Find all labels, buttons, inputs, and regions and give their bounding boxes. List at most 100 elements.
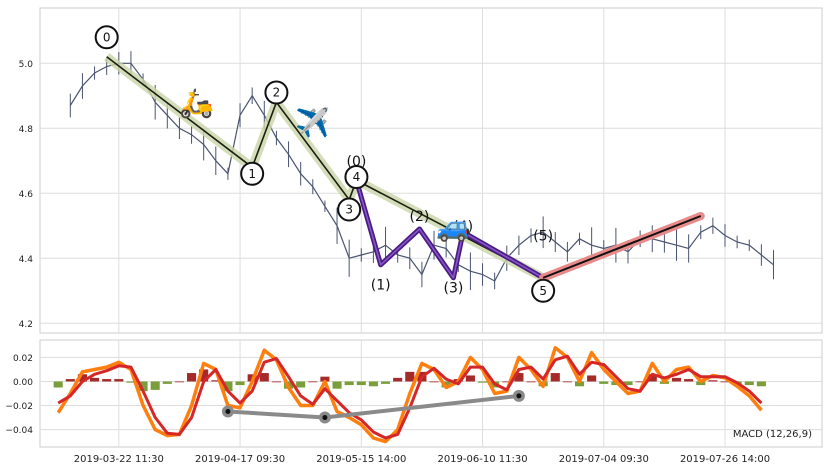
macd-histogram-bar: [102, 379, 112, 382]
car-icon: 🚙: [436, 210, 471, 243]
macd-y-tick-label: 0.00: [13, 378, 33, 388]
macd-histogram-bar: [114, 379, 124, 382]
major-wave-label: 2: [273, 86, 281, 100]
macd-histogram-bar: [550, 373, 560, 382]
macd-histogram-bar: [623, 381, 633, 386]
major-wave-label-circle: [531, 278, 556, 303]
macd-panel: −0.04 −0.02 0.00 0.02 MACD (12,26,9): [5, 339, 823, 448]
macd-histogram-bar: [599, 381, 609, 384]
macd-histogram-bar: [211, 380, 221, 382]
macd-histogram-bar: [174, 381, 184, 383]
macd-histogram-bar: [320, 376, 330, 382]
macd-histogram-bar: [429, 381, 439, 383]
macd-histogram-bar: [344, 381, 354, 386]
major-wave-label: 5: [539, 284, 547, 298]
price-panel-frame: [39, 7, 823, 334]
major-wave-label: 1: [248, 167, 256, 181]
divergence-marker-center: [322, 415, 328, 421]
macd-histogram-bar: [162, 381, 172, 384]
macd-histogram-bar: [756, 381, 766, 387]
wave-overlays: [103, 53, 705, 282]
minor-wave-label: (2): [410, 209, 430, 225]
macd-histogram-bar: [684, 379, 694, 382]
macd-histogram-bar: [514, 373, 524, 382]
macd-histogram-bar: [477, 381, 488, 383]
macd-y-tick-label: 0.02: [13, 354, 33, 364]
airplane-icon: ✈️: [295, 105, 330, 139]
macd-histogram-bar: [465, 375, 475, 382]
macd-histogram-bar: [696, 381, 706, 386]
macd-histogram-bar: [126, 381, 136, 383]
price-line: [69, 62, 774, 282]
macd-histogram-bar: [368, 381, 378, 387]
x-tick-label: 2019-04-17 09:30: [195, 454, 285, 465]
x-tick-labels: 2019-03-22 11:30 2019-04-17 09:30 2019-05-…: [74, 454, 770, 465]
x-tick-label: 2019-03-22 11:30: [74, 454, 164, 465]
wave-labels: 0 1 2 3 4 5 (0) (1) (2) (3) (4) (5): [94, 25, 556, 303]
major-wave-label: 4: [353, 170, 361, 184]
macd-histogram-bar: [380, 381, 391, 384]
major-wave-label-circle: [264, 80, 289, 105]
price-y-tick-label: 4.6: [19, 190, 34, 200]
macd-y-tick-label: −0.02: [5, 402, 33, 412]
macd-histogram-bar: [235, 381, 245, 386]
macd-histogram-bar: [647, 374, 657, 382]
x-tick-label: 2019-07-04 09:30: [559, 454, 649, 465]
divergence-marker-center: [225, 409, 231, 415]
macd-histogram-bar: [671, 377, 682, 382]
macd-histogram-bar: [574, 381, 585, 387]
minor-wave-label: (0): [347, 154, 367, 170]
macd-histogram-bar: [708, 380, 718, 382]
macd-histogram-bar: [356, 381, 366, 386]
macd-histogram-bar: [199, 369, 209, 382]
macd-histogram-bar: [138, 381, 148, 392]
major-wave-label: 0: [103, 30, 111, 44]
macd-divergence: [221, 389, 525, 424]
macd-histogram-bar: [405, 371, 415, 382]
macd-histogram-bar: [744, 381, 754, 386]
macd-histogram-bar: [150, 381, 160, 390]
price-gridlines: [40, 8, 822, 333]
macd-histogram-bar: [223, 381, 233, 392]
macd-histogram-bar: [587, 375, 597, 382]
minor-wave-highlight: [355, 180, 544, 279]
price-y-tick-label: 4.8: [19, 125, 34, 135]
major-wave-label-circle: [344, 165, 369, 189]
macd-histogram-bar: [53, 381, 63, 388]
macd-histogram-bar: [259, 373, 269, 382]
x-tick-label: 2019-05-15 14:00: [316, 454, 406, 465]
major-wave-line: [106, 56, 544, 279]
price-y-tick-label: 4.4: [19, 255, 34, 265]
scooter-icon: 🛵: [179, 86, 214, 119]
minor-wave-label: (5): [533, 229, 553, 245]
macd-histogram-bar: [296, 381, 306, 388]
macd-histogram-bar: [65, 379, 75, 382]
macd-histogram-bar: [526, 381, 536, 383]
macd-histogram-bar: [271, 381, 281, 383]
price-y-tick-label: 4.2: [19, 320, 33, 330]
minor-wave-label: (3): [444, 281, 464, 297]
macd-histogram-bar: [562, 381, 572, 383]
macd-y-tick-label: −0.04: [5, 426, 33, 436]
trend-line: [542, 215, 702, 279]
macd-histogram-bar: [332, 381, 342, 389]
macd-histogram-bar: [77, 374, 87, 382]
macd-legend-label: MACD (12,26,9): [733, 429, 812, 440]
macd-histogram-bar: [393, 377, 403, 382]
macd-histogram-bar: [90, 377, 100, 382]
major-wave-label-circle: [240, 161, 265, 186]
macd-y-tick-labels: −0.04 −0.02 0.00 0.02: [5, 354, 33, 436]
major-wave-label: 3: [345, 203, 353, 217]
macd-histogram-bar: [187, 373, 197, 382]
major-wave-label-circle: [337, 197, 362, 222]
macd-histogram-bar: [502, 381, 512, 383]
minor-wave-label: (4): [453, 219, 473, 235]
macd-histogram-bar: [308, 381, 318, 383]
price-panel: 4.2 4.4 4.6 4.8 5.0 0 1 2 3 4 5 (0) (1) (2) (3) (4) (5)…: [19, 7, 823, 334]
emoji-markers: 🛵 ✈️ 🚙: [179, 86, 471, 243]
minor-wave-label: (1): [371, 277, 391, 293]
macd-histogram-bar: [635, 381, 645, 383]
major-wave-label-circle: [94, 25, 119, 50]
price-y-tick-labels: 4.2 4.4 4.6 4.8 5.0: [19, 60, 34, 330]
